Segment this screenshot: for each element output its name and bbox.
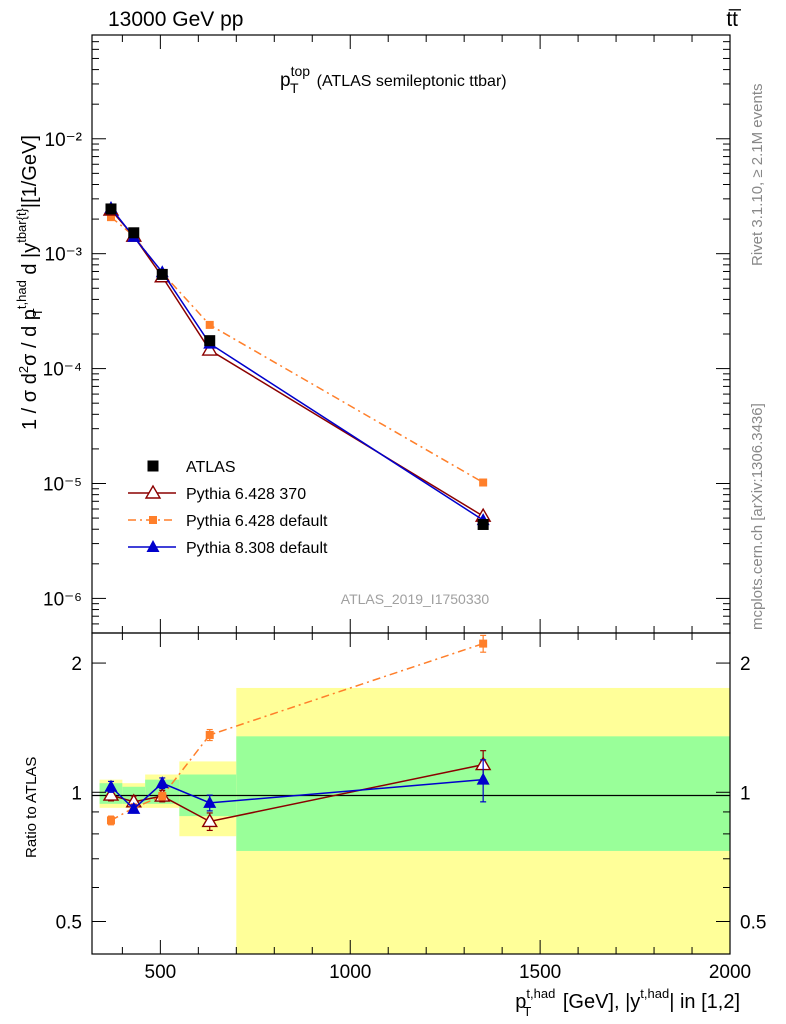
legend-marker [146, 540, 160, 552]
main-point [204, 335, 216, 347]
ratio-ylabel: Ratio to ATLAS [23, 757, 40, 858]
rivet-label: Rivet 3.1.10, ≥ 2.1M events [749, 84, 766, 267]
ratio-y-tick-label: 1 [71, 783, 82, 804]
ratio-point [104, 779, 118, 792]
ratio-point [479, 639, 488, 648]
main-title: ptop T (ATLAS semileptonic ttbar) [280, 63, 507, 96]
ratio-ticks: 500 1000 1500 2000 0.5 0.5 1 1 2 2 [56, 633, 766, 983]
y-tick-label: 10⁻³ [45, 245, 83, 266]
main-series-line [110, 207, 484, 521]
x-tick-label: 1500 [519, 962, 561, 983]
legend-label: Pythia 6.428 default [186, 513, 328, 530]
legend-marker [144, 484, 162, 499]
main-ylabel: 1 / σ d2σ / d pt,hadT d |ytbar{t}|[1/GeV… [14, 135, 45, 430]
ratio-y-tick-label-right: 2 [740, 654, 751, 675]
ratio-point [158, 792, 167, 801]
ratio-point [201, 813, 218, 828]
ratio-point [106, 816, 115, 825]
ratio-point [127, 801, 141, 814]
main-point [128, 227, 140, 239]
ratio-y-tick-label-right: 1 [740, 783, 751, 804]
y-tick-label: 10⁻⁴ [43, 360, 82, 381]
main-series-line [110, 216, 484, 484]
main-ticks: 10⁻⁶ 10⁻⁵ 10⁻⁴ 10⁻³ 10⁻² [43, 34, 731, 634]
legend-label: ATLAS [186, 459, 236, 476]
mcplots-label: mcplots.cern.ch [arXiv:1306.3436] [749, 403, 766, 630]
main-point [205, 320, 214, 329]
main-point [105, 203, 117, 215]
ratio-y-tick-label: 0.5 [56, 912, 82, 933]
ratio-bands [99, 687, 731, 954]
analysis-watermark: ATLAS_2019_I1750330 [341, 591, 490, 607]
main-panel: 10⁻⁶ 10⁻⁵ 10⁻⁴ 10⁻³ 10⁻² ptop T (ATLAS semilep… [14, 34, 731, 634]
header-process-label: tt̅ [726, 8, 742, 31]
main-point [156, 268, 168, 280]
ratio-point [205, 730, 214, 739]
y-tick-label: 10⁻² [45, 130, 83, 151]
y-tick-label: 10⁻⁶ [43, 589, 82, 610]
main-point [477, 518, 489, 530]
ratio-point [102, 786, 120, 801]
legend-marker [149, 516, 157, 524]
ratio-point [155, 776, 169, 789]
legend-marker [147, 460, 159, 472]
svg-text:1 / σ d2σ / d pt,hadT d |ytbar: 1 / σ d2σ / d pt,hadT d |ytbar{t}|[1/GeV… [14, 135, 45, 430]
ratio-point [203, 795, 217, 808]
y-tick-label: 10⁻⁵ [43, 475, 82, 496]
legend-label: Pythia 6.428 370 [186, 486, 306, 503]
main-point [106, 213, 115, 222]
x-tick-label: 2000 [709, 962, 751, 983]
main-series-line [110, 209, 484, 517]
ratio-point [476, 772, 490, 785]
x-tick-label: 1000 [329, 962, 371, 983]
ratio-y-tick-label: 2 [71, 654, 82, 675]
main-point [479, 478, 488, 487]
legend: ATLAS Pythia 6.428 370 Pythia 6.428 defaul… [128, 459, 328, 557]
ratio-panel: 500 1000 1500 2000 0.5 0.5 1 1 2 2 Ratio to ATLAS… [23, 632, 766, 1019]
ratio-xlabel: pt,had T [GeV], |yt,had| in [1,2] [515, 986, 740, 1019]
main-point [201, 341, 218, 356]
main-series [102, 200, 492, 530]
ratio-y-tick-label-right: 0.5 [740, 912, 766, 933]
x-tick-label: 500 [145, 962, 177, 983]
legend-label: Pythia 8.308 default [186, 540, 328, 557]
ratio-series [102, 634, 492, 832]
header-collision-label: 13000 GeV pp [108, 8, 243, 31]
ratio-frame [91, 632, 731, 955]
